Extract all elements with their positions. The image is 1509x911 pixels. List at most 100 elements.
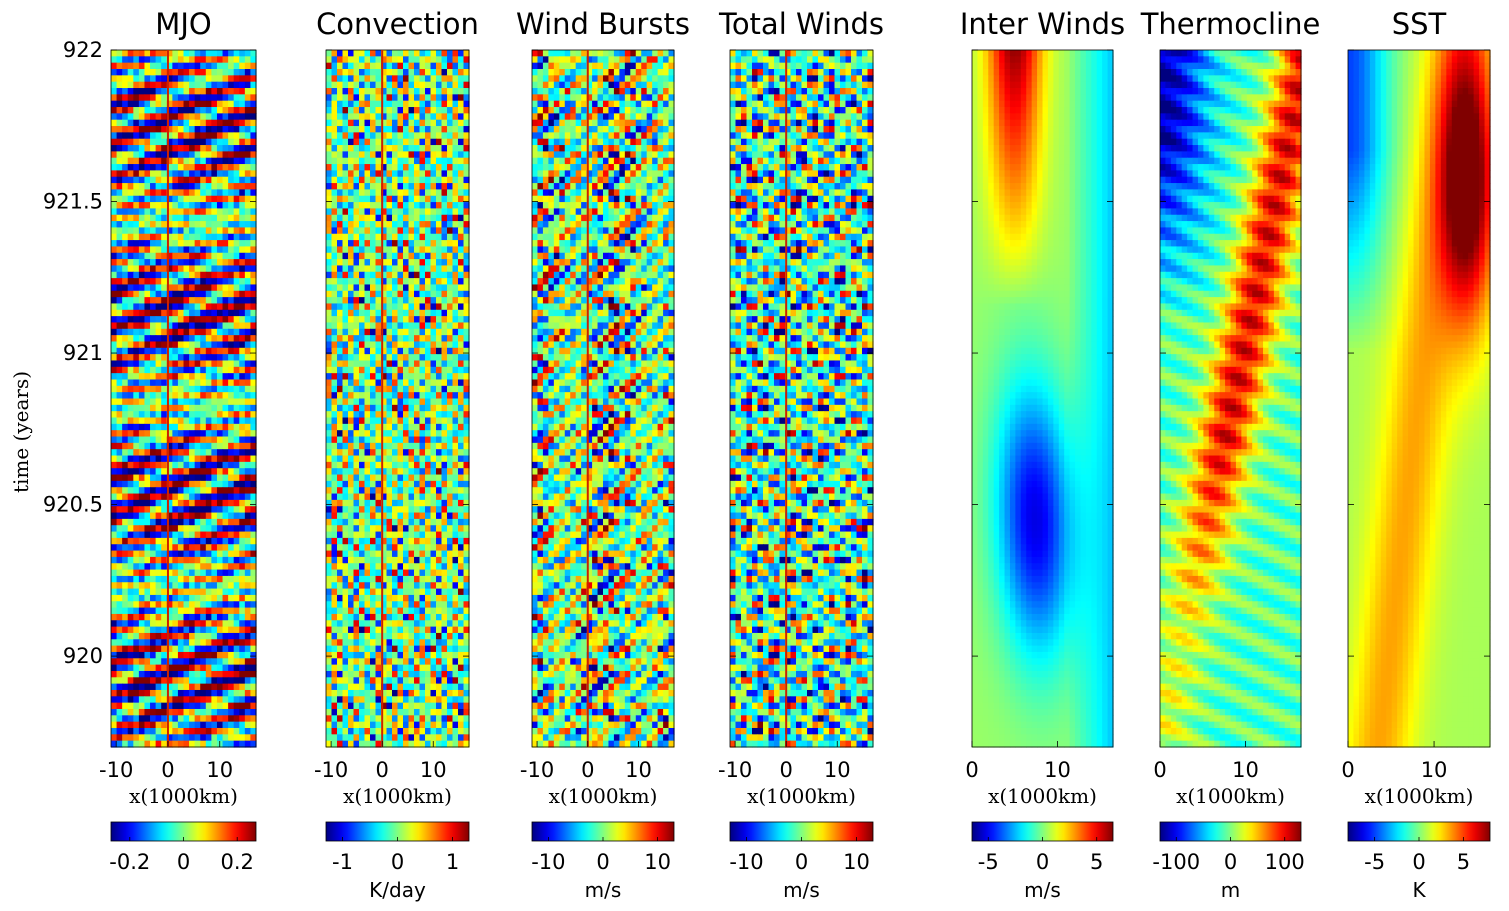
plot-frame-mjo <box>110 49 257 748</box>
heatmap-cell <box>430 265 437 273</box>
heatmap-cell <box>144 81 151 89</box>
heatmap-cell <box>436 417 443 425</box>
heatmap-cell <box>111 354 118 362</box>
heatmap-cell <box>144 341 151 349</box>
heatmap-cell <box>228 506 235 514</box>
heatmap-cell <box>200 328 207 336</box>
heatmap-cell <box>364 265 371 273</box>
panel-title-convection: Convection <box>316 7 479 41</box>
heatmap-cell <box>337 354 344 362</box>
heatmap-cell <box>211 100 218 108</box>
heatmap-cell <box>200 461 207 469</box>
heatmap-cell <box>155 94 162 102</box>
heatmap-cell <box>239 170 246 178</box>
heatmap-cell <box>189 582 196 590</box>
heatmap-cell <box>205 379 212 387</box>
heatmap-cell <box>239 328 246 336</box>
heatmap-cell <box>216 303 224 311</box>
heatmap-cell <box>458 233 465 241</box>
heatmap-cell <box>414 379 421 387</box>
heatmap-cell <box>138 461 146 469</box>
heatmap-cell <box>228 430 235 438</box>
heatmap-cell <box>337 556 344 564</box>
heatmap-cell <box>183 265 190 273</box>
heatmap-cell <box>403 303 410 311</box>
heatmap-cell <box>177 290 185 298</box>
heatmap-cell <box>386 189 393 197</box>
heatmap-cell <box>414 366 421 374</box>
heatmap-cell <box>111 56 118 64</box>
heatmap-cell <box>222 518 229 526</box>
heatmap-cell <box>414 404 421 412</box>
heatmap-cell <box>133 373 140 381</box>
heatmap-cell <box>200 176 207 184</box>
heatmap-cell <box>172 347 179 355</box>
heatmap-cell <box>244 455 252 463</box>
heatmap-cell <box>430 328 437 336</box>
heatmap-cell <box>211 632 218 640</box>
heatmap-cell <box>250 62 257 70</box>
heatmap-cell <box>392 512 399 520</box>
heatmap-cell <box>425 518 432 526</box>
heatmap-cell <box>172 119 179 127</box>
heatmap-cell <box>408 506 415 514</box>
heatmap-cell <box>177 227 185 235</box>
heatmap-cell <box>370 455 377 463</box>
heatmap-cell <box>194 221 201 229</box>
heatmap-cell <box>452 189 459 197</box>
heatmap-cell <box>216 423 224 431</box>
heatmap-cell <box>177 347 185 355</box>
heatmap-cell <box>441 474 448 482</box>
heatmap-cell <box>161 512 168 520</box>
heatmap-cell <box>430 214 437 222</box>
heatmap-cell <box>233 537 240 545</box>
heatmap-cell <box>436 189 443 197</box>
heatmap-cell <box>166 715 173 723</box>
heatmap-cell <box>375 404 382 412</box>
heatmap-cell <box>364 430 371 438</box>
heatmap-cell <box>177 303 185 311</box>
heatmap-cell <box>326 537 333 545</box>
heatmap-cell <box>127 411 134 419</box>
heatmap-cell <box>233 335 240 343</box>
heatmap-cell <box>452 347 459 355</box>
heatmap-cell <box>403 404 410 412</box>
heatmap-cell <box>419 214 426 222</box>
heatmap-cell <box>397 525 404 533</box>
heatmap-cell <box>127 183 134 190</box>
heatmap-cell <box>353 75 360 83</box>
heatmap-cell <box>375 214 382 222</box>
heatmap-cell <box>250 360 257 368</box>
heatmap-cell <box>250 715 257 723</box>
heatmap-cell <box>436 195 443 203</box>
heatmap-cell <box>331 366 338 374</box>
heatmap-cell <box>381 499 388 507</box>
heatmap-cell <box>116 455 123 463</box>
heatmap-cell <box>144 88 151 95</box>
heatmap-cell <box>397 81 404 89</box>
heatmap-cell <box>337 347 344 355</box>
heatmap-cell <box>414 468 421 476</box>
heatmap-cell <box>233 480 240 488</box>
heatmap-cell <box>397 278 404 286</box>
heatmap-cell <box>447 373 454 381</box>
heatmap-cell <box>116 449 123 457</box>
heatmap-cell <box>342 252 349 260</box>
heatmap-cell <box>381 164 388 171</box>
heatmap-cell <box>397 544 404 552</box>
heatmap-cell <box>127 531 134 539</box>
heatmap-cell <box>150 455 157 463</box>
heatmap-cell <box>150 113 157 121</box>
heatmap-cell <box>111 613 118 621</box>
heatmap-cell <box>144 442 151 450</box>
heatmap-cell <box>144 398 151 406</box>
heatmap-cell <box>436 442 443 450</box>
heatmap-cell <box>430 411 437 419</box>
heatmap-cell <box>414 88 421 95</box>
heatmap-cell <box>138 474 146 482</box>
heatmap-cell <box>205 328 212 336</box>
heatmap-cell <box>127 233 134 241</box>
heatmap-cell <box>228 455 235 463</box>
heatmap-cell <box>381 69 388 76</box>
heatmap-cell <box>228 607 235 615</box>
